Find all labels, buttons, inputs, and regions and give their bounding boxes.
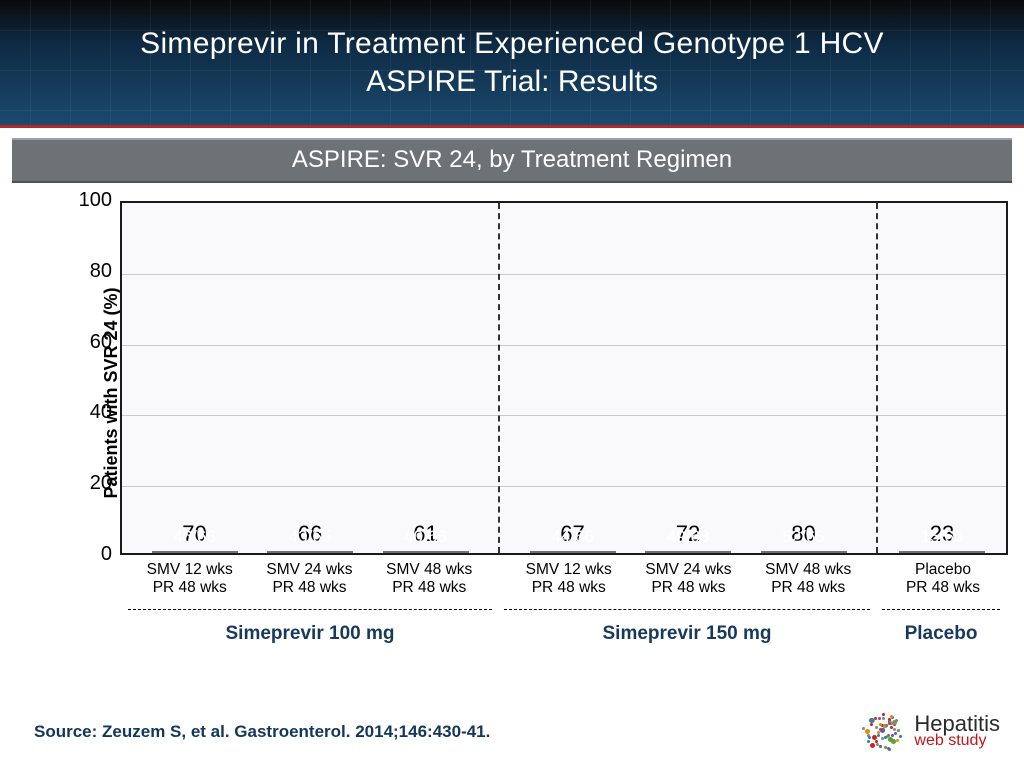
bar-group: 6744/66 7249/68 8052/65 [498,203,876,553]
bar: 6643/65 [267,551,353,553]
bar-group: 2315/66 [876,203,1006,553]
y-tick-label: 20 [72,472,112,495]
bar-fraction-label: 44/66 [530,527,616,547]
group-label: Simeprevir 150 mg [504,623,870,645]
x-tick-group: SMV 12 wksPR 48 wks SMV 24 wksPR 48 wks SM… [499,557,878,605]
bar-fraction-label: 52/65 [761,527,847,547]
slide-header: Simeprevir in Treatment Experienced Geno… [0,0,1024,128]
x-tick-label: SMV 48 wksPR 48 wks [379,557,479,605]
logo-text: Hepatitis web study [914,713,1000,749]
logo-dots-icon [858,708,904,754]
x-tick-label: SMV 24 wksPR 48 wks [260,557,360,605]
y-tick-label: 100 [72,189,112,212]
group-label: Placebo [882,623,1000,645]
slide-title-line2: ASPIRE Trial: Results [366,65,658,99]
x-tick-label: SMV 24 wksPR 48 wks [639,557,739,605]
y-tick-label: 60 [72,331,112,354]
bar-fraction-label: 15/66 [899,527,985,547]
bar-fraction-label: 46/66 [152,527,238,547]
y-tick-label: 0 [72,543,112,566]
y-axis-label: Patients with SVR 24 (%) [101,287,122,498]
group-labels: Simeprevir 100 mg Simeprevir 150 mg Placeb… [120,609,1012,673]
bar: 8052/65 [761,551,847,553]
bar: 7046/66 [152,551,238,553]
chart-title: ASPIRE: SVR 24, by Treatment Regimen [12,138,1012,183]
brand-logo: Hepatitis web study [858,708,1000,754]
group-underline [504,609,870,610]
x-tick-label: PlaceboPR 48 wks [893,557,993,605]
x-tick-label: SMV 12 wksPR 48 wks [519,557,619,605]
y-tick-label: 40 [72,401,112,424]
bars-row: 7046/66 6643/65 6140/66 6744/66 7249/68 8052/… [122,203,1006,553]
bar: 7249/68 [645,551,731,553]
x-tick-labels: SMV 12 wksPR 48 wks SMV 24 wksPR 48 wks SM… [120,557,1008,605]
bar-fraction-label: 43/65 [267,527,353,547]
x-tick-label: SMV 48 wksPR 48 wks [758,557,858,605]
plot-area: 7046/66 6643/65 6140/66 6744/66 7249/68 8052/… [120,201,1008,555]
bar: 6744/66 [530,551,616,553]
group-label: Simeprevir 100 mg [128,623,492,645]
y-tick-label: 80 [72,260,112,283]
bar-fraction-label: 40/66 [383,527,469,547]
bar: 2315/66 [899,551,985,553]
chart-area: Patients with SVR 24 (%) 7046/66 6643/65 6… [12,183,1012,603]
x-tick-label: SMV 12 wksPR 48 wks [140,557,240,605]
group-underline [128,609,492,610]
bar-fraction-label: 49/68 [645,527,731,547]
source-citation: Source: Zeuzem S, et al. Gastroenterol. … [34,722,490,742]
group-underline [882,609,1000,610]
slide-title-line1: Simeprevir in Treatment Experienced Geno… [140,27,884,61]
x-tick-group: SMV 12 wksPR 48 wks SMV 24 wksPR 48 wks SM… [120,557,499,605]
bar: 6140/66 [383,551,469,553]
bar-group: 7046/66 6643/65 6140/66 [122,203,498,553]
x-tick-group: PlaceboPR 48 wks [878,557,1008,605]
